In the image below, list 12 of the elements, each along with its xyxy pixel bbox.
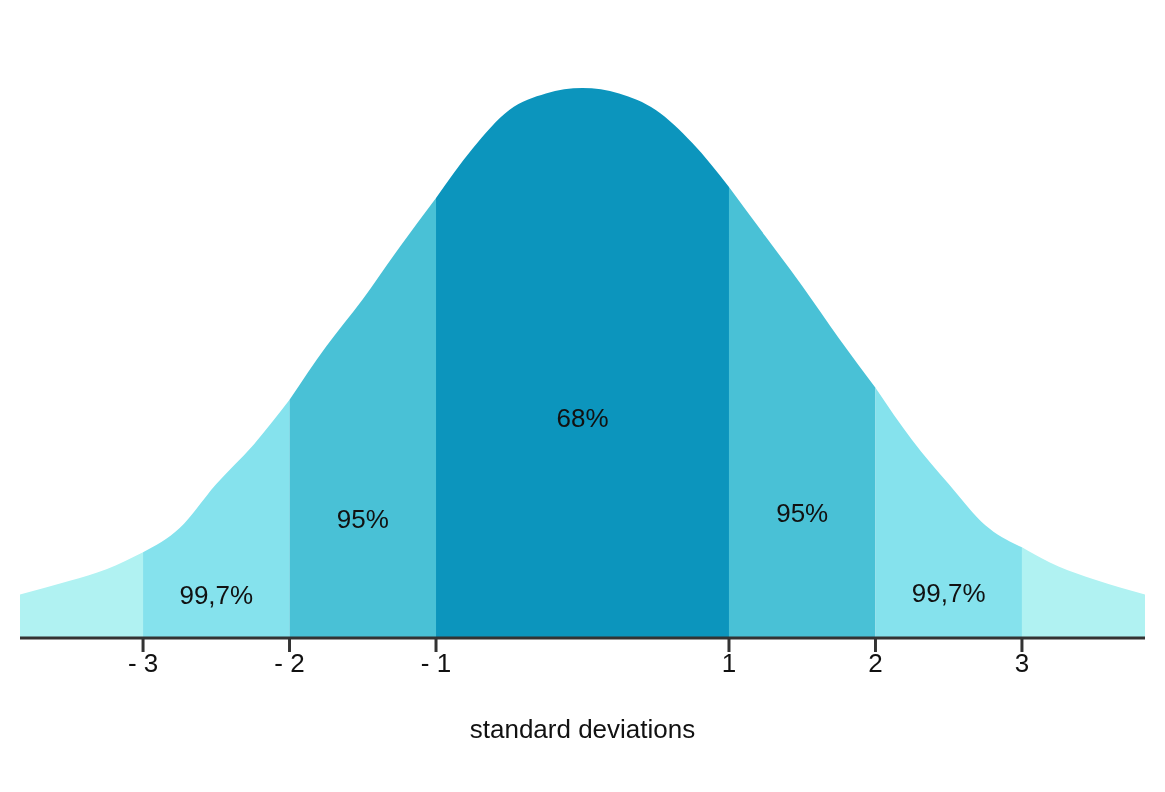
series-label: 68% — [556, 403, 609, 434]
x-tick-label: 3 — [1014, 648, 1030, 679]
series-label: 95% — [336, 504, 389, 535]
x-tick-label: - 1 — [420, 648, 452, 679]
x-tick-label: 1 — [721, 648, 737, 679]
x-tick-label: - 2 — [274, 648, 305, 679]
x-tick-label: - 3 — [127, 648, 159, 679]
x-tick-label: 2 — [868, 648, 883, 679]
series-label: 95% — [776, 498, 829, 529]
series-label: 99,7% — [179, 580, 254, 611]
series-label: 99,7% — [911, 577, 986, 608]
x-axis-title: standard deviations — [469, 714, 696, 744]
